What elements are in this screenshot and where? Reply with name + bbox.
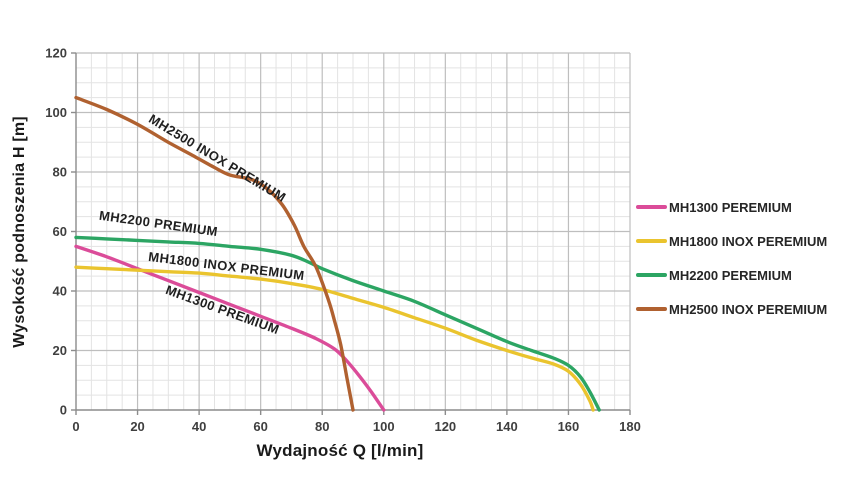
x-tick-label: 100: [373, 419, 395, 434]
curves: [74, 95, 601, 412]
legend-swatch-icon: [636, 273, 667, 277]
curve-label-mh2500-inox-premium: MH2500 INOX PREMIUM: [146, 111, 288, 205]
x-tick-label: 0: [72, 419, 79, 434]
y-tick-label: 20: [53, 343, 67, 358]
legend-swatch-icon: [636, 205, 667, 209]
x-tick-label: 120: [434, 419, 456, 434]
y-axis-title: Wysokość podnoszenia H [m]: [11, 116, 28, 348]
y-tick-label: 80: [53, 165, 67, 180]
y-tick-label: 120: [45, 46, 67, 61]
legend-swatch-icon: [636, 307, 667, 311]
legend: MH1300 PEREMIUM MH1800 INOX PEREMIUM MH220…: [636, 190, 827, 326]
major-grid: [76, 52, 631, 410]
legend-label: MH1300 PEREMIUM: [669, 199, 792, 215]
x-tick-label: 20: [130, 419, 144, 434]
x-tick-label: 180: [619, 419, 641, 434]
y-tick-label: 40: [53, 284, 67, 299]
legend-label: MH1800 INOX PEREMIUM: [669, 233, 828, 249]
curve-mh2200-premium: [74, 235, 601, 412]
curve-mh2500-inox-premium: [74, 95, 355, 412]
y-tick-label: 0: [60, 403, 67, 418]
x-axis-title: Wydajność Q [l/min]: [257, 441, 424, 460]
legend-item-mh2500-inox-peremium: MH2500 INOX PEREMIUM: [636, 292, 827, 326]
x-tick-label: 80: [315, 419, 329, 434]
x-tick-label: 140: [496, 419, 518, 434]
y-tick-label: 100: [45, 105, 67, 120]
curve-mh1800-inox-premium: [74, 265, 595, 412]
legend-swatch-icon: [636, 239, 667, 243]
x-tick-label: 160: [558, 419, 580, 434]
legend-label: MH2500 INOX PEREMIUM: [669, 301, 828, 317]
legend-label: MH2200 PEREMIUM: [669, 267, 792, 283]
legend-item-mh1800-inox-peremium: MH1800 INOX PEREMIUM: [636, 224, 827, 258]
x-tick-label: 40: [192, 419, 206, 434]
x-tick-label: 60: [253, 419, 267, 434]
curve-label-mh2200-premium: MH2200 PREMIUM: [98, 208, 219, 240]
legend-item-mh2200-peremium: MH2200 PEREMIUM: [636, 258, 827, 292]
legend-item-mh1300-peremium: MH1300 PEREMIUM: [636, 190, 827, 224]
y-tick-label: 60: [53, 224, 67, 239]
tick-labels: 0 20 40 60 80 100 120 140 160 180 0 20 40 60 80 100 120: [45, 46, 641, 435]
